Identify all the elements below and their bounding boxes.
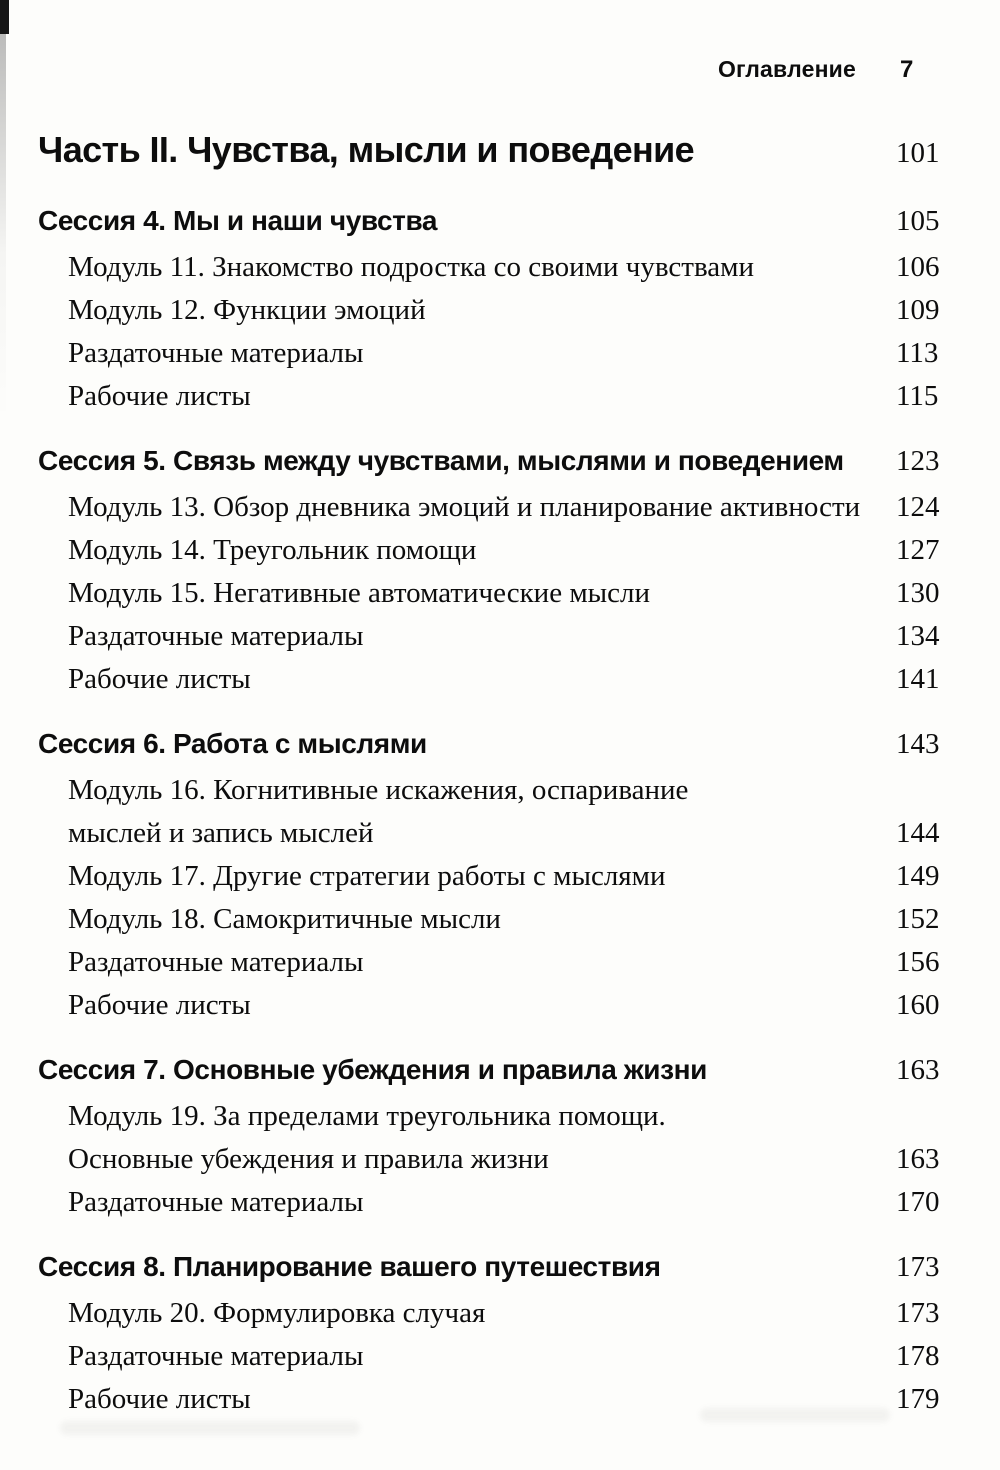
section-page-number: 163 bbox=[896, 1054, 940, 1086]
toc-entry-page: 170 bbox=[896, 1186, 940, 1218]
toc-section: Сессия 6. Работа с мыслями 143 Модуль 16… bbox=[38, 722, 942, 1027]
toc-entry-page: 173 bbox=[896, 1297, 940, 1329]
bleed-through-artifact bbox=[60, 1421, 360, 1435]
toc-entry-page: 115 bbox=[896, 380, 939, 412]
section-page-number: 105 bbox=[896, 205, 940, 237]
page-header: Оглавление 7 bbox=[38, 54, 946, 85]
toc-entry-label: Модуль 15. Негативные автоматические мыс… bbox=[68, 577, 651, 609]
part-page-number: 101 bbox=[896, 137, 940, 169]
toc-entry-page: 179 bbox=[896, 1383, 940, 1415]
toc-entry-page: 127 bbox=[896, 534, 940, 566]
toc-entry-label: Раздаточные материалы bbox=[68, 620, 364, 652]
toc-entry-label: Модуль 12. Функции эмоций bbox=[68, 294, 426, 326]
toc-section: Сессия 5. Связь между чувствами, мыслями… bbox=[38, 439, 942, 701]
toc-entry-page: 163 bbox=[896, 1143, 940, 1175]
toc-section: Сессия 7. Основные убеждения и правила ж… bbox=[38, 1048, 942, 1224]
toc-entry-page: 130 bbox=[896, 577, 940, 609]
section-heading-row: Сессия 6. Работа с мыслями 143 bbox=[38, 722, 942, 766]
section-entries: Модуль 19. За пределами треугольника пом… bbox=[38, 1095, 942, 1224]
toc-entry-page: 109 bbox=[896, 294, 940, 326]
toc-entry-page: 152 bbox=[896, 903, 940, 935]
toc-entry-label: Модуль 11. Знакомство подростка со своим… bbox=[68, 251, 755, 283]
toc-entry: Рабочие листы 141 bbox=[38, 658, 942, 701]
toc-entry-page: 134 bbox=[896, 620, 940, 652]
part-title: Часть II. Чувства, мысли и поведение bbox=[38, 129, 695, 170]
toc-entry-label: Модуль 18. Самокритичные мысли bbox=[68, 903, 501, 935]
section-title: Сессия 7. Основные убеждения и правила ж… bbox=[38, 1054, 707, 1085]
toc-entry-page: 156 bbox=[896, 946, 940, 978]
toc-entry: Модуль 17. Другие стратегии работы с мыс… bbox=[38, 855, 942, 898]
scan-corner-artifact bbox=[0, 0, 9, 34]
toc-entry: Модуль 20. Формулировка случая 173 bbox=[38, 1292, 942, 1335]
running-head: Оглавление bbox=[717, 56, 856, 82]
toc-entry: Модуль 16. Когнитивные искажения, оспари… bbox=[38, 769, 942, 855]
toc-entry-label: Модуль 19. За пределами треугольника пом… bbox=[68, 1100, 666, 1175]
section-entries: Модуль 11. Знакомство подростка со своим… bbox=[38, 246, 942, 418]
toc-entry: Раздаточные материалы 178 bbox=[38, 1335, 942, 1378]
toc-entry-label: Модуль 14. Треугольник помощи bbox=[68, 534, 477, 566]
toc-entry-page: 178 bbox=[896, 1340, 940, 1372]
toc-entry: Рабочие листы 179 bbox=[38, 1378, 942, 1421]
toc-entry-page: 160 bbox=[896, 989, 940, 1021]
toc-entry-label: Раздаточные материалы bbox=[68, 946, 364, 978]
section-entries: Модуль 20. Формулировка случая 173 Разда… bbox=[38, 1292, 942, 1421]
toc-entry-page: 141 bbox=[896, 663, 940, 695]
section-heading-row: Сессия 5. Связь между чувствами, мыслями… bbox=[38, 439, 942, 483]
toc-entry: Раздаточные материалы 156 bbox=[38, 941, 942, 984]
folio-page-number: 7 bbox=[900, 56, 914, 83]
toc-entry: Модуль 14. Треугольник помощи 127 bbox=[38, 529, 942, 572]
part-heading-row: Часть II. Чувства, мысли и поведение 101 bbox=[38, 125, 942, 178]
toc-entry-label: Рабочие листы bbox=[68, 380, 251, 412]
section-title: Сессия 4. Мы и наши чувства bbox=[38, 205, 438, 236]
toc-entry-page: 124 bbox=[896, 491, 940, 523]
toc-entry: Рабочие листы 115 bbox=[38, 375, 942, 418]
toc-entry: Модуль 19. За пределами треугольника пом… bbox=[38, 1095, 942, 1181]
toc-entry-label: Модуль 13. Обзор дневника эмоций и плани… bbox=[68, 491, 861, 523]
toc-entry: Модуль 18. Самокритичные мысли 152 bbox=[38, 898, 942, 941]
toc-entry-label: Рабочие листы bbox=[68, 1383, 251, 1415]
section-title: Сессия 6. Работа с мыслями bbox=[38, 728, 427, 759]
toc-entry: Раздаточные материалы 134 bbox=[38, 615, 942, 658]
toc-entry-label: Рабочие листы bbox=[68, 663, 251, 695]
toc-entry-page: 113 bbox=[896, 337, 939, 369]
toc-entry-label: Раздаточные материалы bbox=[68, 337, 364, 369]
section-page-number: 143 bbox=[896, 728, 940, 760]
section-heading-row: Сессия 4. Мы и наши чувства 105 bbox=[38, 199, 942, 243]
section-title: Сессия 8. Планирование вашего путешестви… bbox=[38, 1251, 661, 1282]
toc-entry: Раздаточные материалы 113 bbox=[38, 332, 942, 375]
toc-entry-page: 149 bbox=[896, 860, 940, 892]
toc-entry-label: Раздаточные материалы bbox=[68, 1186, 364, 1218]
toc-entry: Раздаточные материалы 170 bbox=[38, 1181, 942, 1224]
toc-section: Сессия 4. Мы и наши чувства 105 Модуль 1… bbox=[38, 199, 942, 418]
toc-entry-label: Модуль 20. Формулировка случая bbox=[68, 1297, 486, 1329]
toc-entry-label: Модуль 17. Другие стратегии работы с мыс… bbox=[68, 860, 666, 892]
toc-entry: Рабочие листы 160 bbox=[38, 984, 942, 1027]
toc-section: Сессия 8. Планирование вашего путешестви… bbox=[38, 1245, 942, 1421]
toc-entry-page: 106 bbox=[896, 251, 940, 283]
section-entries: Модуль 13. Обзор дневника эмоций и плани… bbox=[38, 486, 942, 701]
section-title: Сессия 5. Связь между чувствами, мыслями… bbox=[38, 445, 844, 476]
toc-entry: Модуль 12. Функции эмоций 109 bbox=[38, 289, 942, 332]
toc-entry-label: Раздаточные материалы bbox=[68, 1340, 364, 1372]
section-page-number: 123 bbox=[896, 445, 940, 477]
section-page-number: 173 bbox=[896, 1251, 940, 1283]
section-entries: Модуль 16. Когнитивные искажения, оспари… bbox=[38, 769, 942, 1027]
section-heading-row: Сессия 8. Планирование вашего путешестви… bbox=[38, 1245, 942, 1289]
toc-entry: Модуль 15. Негативные автоматические мыс… bbox=[38, 572, 942, 615]
toc-entry-page: 144 bbox=[896, 817, 940, 849]
toc-entry: Модуль 11. Знакомство подростка со своим… bbox=[38, 246, 942, 289]
scan-edge-artifact bbox=[0, 0, 6, 420]
section-heading-row: Сессия 7. Основные убеждения и правила ж… bbox=[38, 1048, 942, 1092]
toc-entry-label: Рабочие листы bbox=[68, 989, 251, 1021]
toc-entry-label: Модуль 16. Когнитивные искажения, оспари… bbox=[68, 774, 689, 849]
toc-entry: Модуль 13. Обзор дневника эмоций и плани… bbox=[38, 486, 942, 529]
